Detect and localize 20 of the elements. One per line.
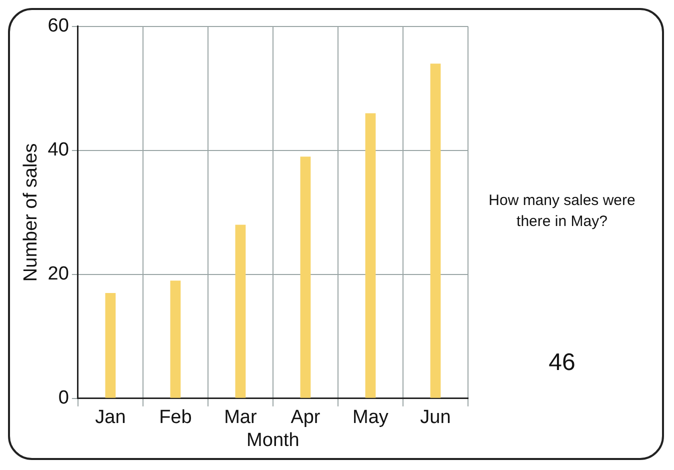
x-tick-label: Apr — [290, 407, 321, 428]
y-tick-label: 0 — [58, 388, 69, 409]
y-tick-label: 60 — [48, 16, 69, 37]
bar — [365, 113, 376, 398]
bar — [170, 280, 181, 398]
text: How many sales were there in May? — [488, 191, 636, 232]
x-tick-label: Mar — [224, 407, 258, 428]
y-tick-label: 20 — [48, 264, 69, 285]
y-axis-title: Number of sales — [20, 143, 42, 282]
text: 46 — [548, 349, 576, 376]
x-tick-label: Feb — [159, 407, 192, 428]
x-tick-label: May — [352, 407, 389, 428]
x-tick-label: Jun — [420, 407, 451, 428]
bar — [105, 293, 116, 398]
bar — [430, 64, 441, 398]
x-tick-label: Jan — [95, 407, 126, 428]
x-axis-title: Month — [246, 430, 300, 451]
y-tick-label: 40 — [48, 140, 69, 161]
bar — [300, 156, 311, 398]
bar — [235, 224, 246, 398]
